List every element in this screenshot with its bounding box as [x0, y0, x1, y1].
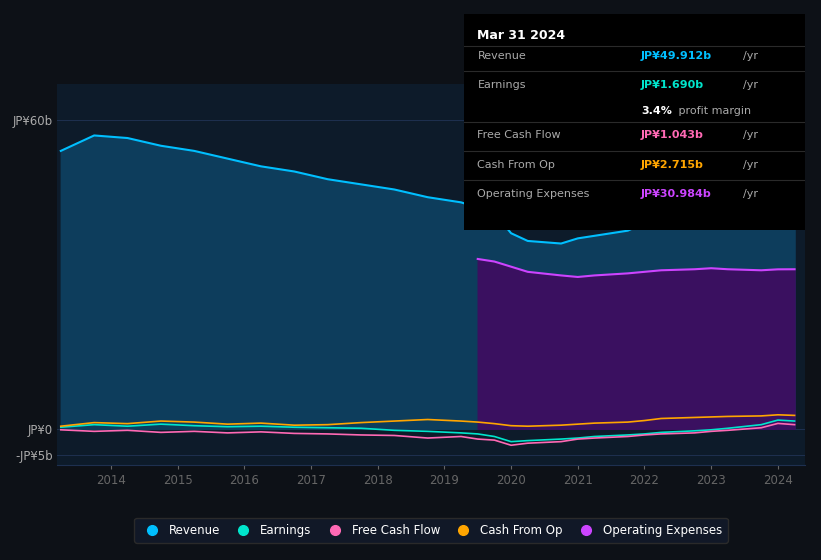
Text: /yr: /yr	[743, 189, 759, 199]
Text: /yr: /yr	[743, 130, 759, 141]
Text: JP¥1.043b: JP¥1.043b	[641, 130, 704, 141]
Text: JP¥1.690b: JP¥1.690b	[641, 80, 704, 90]
Text: Revenue: Revenue	[478, 50, 526, 60]
Text: Mar 31 2024: Mar 31 2024	[478, 29, 566, 42]
Text: /yr: /yr	[743, 80, 759, 90]
Text: /yr: /yr	[743, 50, 759, 60]
Text: Operating Expenses: Operating Expenses	[478, 189, 589, 199]
Text: JP¥2.715b: JP¥2.715b	[641, 160, 704, 170]
Text: profit margin: profit margin	[675, 106, 751, 115]
Text: JP¥30.984b: JP¥30.984b	[641, 189, 712, 199]
Text: Cash From Op: Cash From Op	[478, 160, 555, 170]
Text: 3.4%: 3.4%	[641, 106, 672, 115]
Text: Free Cash Flow: Free Cash Flow	[478, 130, 561, 141]
Text: JP¥49.912b: JP¥49.912b	[641, 50, 712, 60]
Legend: Revenue, Earnings, Free Cash Flow, Cash From Op, Operating Expenses: Revenue, Earnings, Free Cash Flow, Cash …	[135, 518, 727, 543]
Text: Earnings: Earnings	[478, 80, 526, 90]
Text: /yr: /yr	[743, 160, 759, 170]
